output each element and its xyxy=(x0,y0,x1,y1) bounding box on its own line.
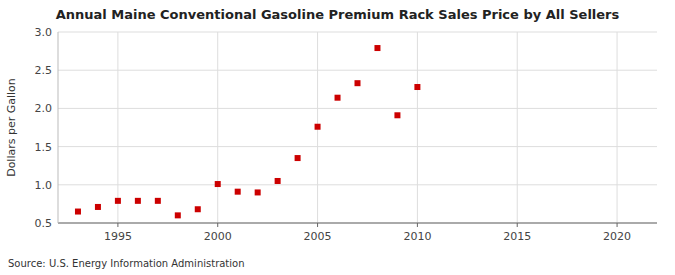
y-grid-line xyxy=(58,32,657,33)
x-tick-mark xyxy=(317,223,318,227)
x-tick-mark xyxy=(217,223,218,227)
chart-container: Annual Maine Conventional Gasoline Premi… xyxy=(0,0,675,275)
x-grid-line xyxy=(417,32,418,223)
y-grid-line xyxy=(58,108,657,109)
y-grid-line xyxy=(58,223,657,224)
point xyxy=(235,189,241,195)
point xyxy=(414,84,420,90)
title: Annual Maine Conventional Gasoline Premi… xyxy=(56,7,620,22)
point xyxy=(374,45,380,51)
x-tick-mark xyxy=(617,223,618,227)
x-tick-label: 2005 xyxy=(304,230,332,243)
chart-svg: Annual Maine Conventional Gasoline Premi… xyxy=(0,0,675,275)
point xyxy=(275,178,281,184)
x-grid-line xyxy=(517,32,518,223)
point xyxy=(155,198,161,204)
y-axis-line xyxy=(58,32,59,223)
point xyxy=(95,204,101,210)
source-note: Source: U.S. Energy Information Administ… xyxy=(8,258,245,269)
x-grid-line xyxy=(117,32,118,223)
point xyxy=(355,80,361,86)
point xyxy=(195,206,201,212)
point xyxy=(175,212,181,218)
point xyxy=(115,198,121,204)
x-grid-line xyxy=(217,32,218,223)
point xyxy=(75,209,81,215)
y-grid-line xyxy=(58,184,657,185)
point xyxy=(255,189,261,195)
y-grid-line xyxy=(58,146,657,147)
axes: 0.5 1.0 1.5 2.0 2.5 3.0 1995 2000 2005 2010 2015 20… xyxy=(35,26,658,243)
x-tick-label: 2010 xyxy=(403,230,431,243)
points xyxy=(75,45,420,218)
y-grid-line xyxy=(58,70,657,71)
point xyxy=(315,124,321,130)
point xyxy=(295,155,301,161)
grid xyxy=(58,32,657,223)
point xyxy=(335,95,341,101)
y-tick-label: 1.0 xyxy=(35,179,53,192)
y-tick-label: 2.5 xyxy=(35,64,53,77)
x-tick-mark xyxy=(517,223,518,227)
x-axis-line xyxy=(58,223,657,224)
point xyxy=(135,198,141,204)
x-grid-line xyxy=(617,32,618,223)
point xyxy=(394,112,400,118)
x-tick-mark xyxy=(117,223,118,227)
y-tick-label: 1.5 xyxy=(35,141,53,154)
x-tick-label: 2015 xyxy=(503,230,531,243)
x-tick-label: 1995 xyxy=(104,230,132,243)
y-tick-label: 0.5 xyxy=(35,217,53,230)
x-tick-label: 2000 xyxy=(204,230,232,243)
y-axis-label: Dollars per Gallon xyxy=(5,78,18,177)
point xyxy=(215,181,221,187)
x-tick-label: 2020 xyxy=(603,230,631,243)
x-tick-mark xyxy=(417,223,418,227)
y-tick-label: 2.0 xyxy=(35,102,53,115)
y-tick-label: 3.0 xyxy=(35,26,53,39)
